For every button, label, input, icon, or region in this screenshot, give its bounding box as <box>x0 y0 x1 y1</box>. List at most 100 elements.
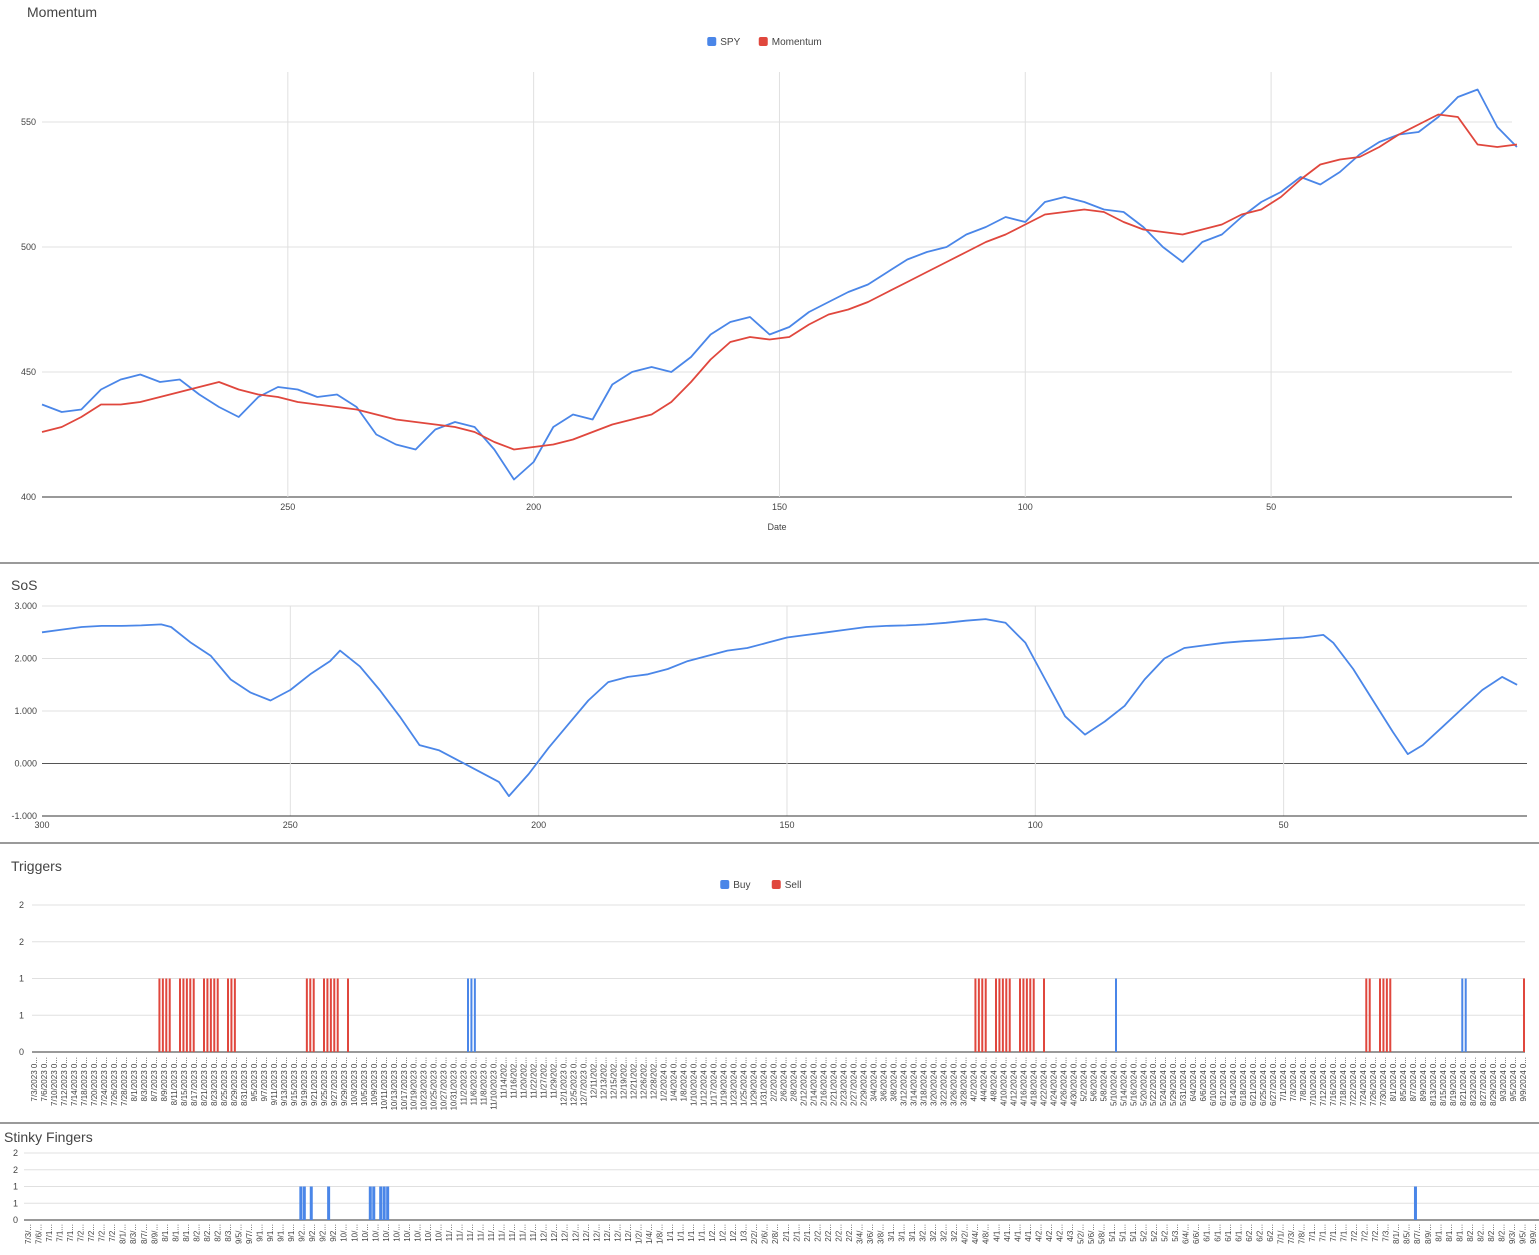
x-tick-label: 12/... <box>540 1224 549 1242</box>
x-tick-label: 11/29/202... <box>550 1057 559 1099</box>
x-tick-label: 2/16/2024 0... <box>820 1057 829 1106</box>
x-tick-label: 1/2... <box>719 1224 728 1242</box>
x-tick-label: 7/18/2024 0... <box>1339 1057 1348 1106</box>
trigger-bar-sell <box>329 978 332 1052</box>
x-tick-label: 10/19/2023 0... <box>410 1057 419 1110</box>
x-tick-label: 6/10/2024 0... <box>1209 1057 1218 1106</box>
x-tick-label: 6/1... <box>1213 1224 1222 1242</box>
x-tick-label: 8/1... <box>171 1224 180 1242</box>
x-tick-label: 7/26/2024 0... <box>1369 1057 1378 1106</box>
trigger-bar-sell <box>216 978 219 1052</box>
x-tick-label: 7/1... <box>1308 1224 1317 1242</box>
x-tick-label: 200 <box>526 502 541 512</box>
stinky-fingers-bar <box>368 1186 372 1220</box>
trigger-bar-sell <box>312 978 315 1052</box>
x-tick-label: 5/2... <box>1161 1224 1170 1242</box>
x-tick-label: 10/5/2023 0... <box>360 1057 369 1106</box>
x-tick-label: 1/1... <box>666 1224 675 1242</box>
x-tick-label: 1/23/2024 0... <box>730 1057 739 1106</box>
x-tick-label: 1/10/2024 0... <box>690 1057 699 1106</box>
x-tick-label: 6/14/2024 0... <box>1229 1057 1238 1106</box>
x-tick-label: 1/8/... <box>656 1224 665 1244</box>
x-tick-label: 7/6/2023 0... <box>40 1057 49 1101</box>
x-tick-label: 5/6/... <box>1087 1224 1096 1244</box>
x-tick-label: 4/16/2024 0... <box>1019 1057 1028 1106</box>
x-tick-label: 8/1... <box>1434 1224 1443 1242</box>
y-tick-label: 0 <box>13 1215 18 1225</box>
x-tick-label: 2/29/2024 0... <box>859 1057 868 1106</box>
x-tick-label: 10/... <box>424 1224 433 1242</box>
x-tick-label: 7/1... <box>66 1224 75 1242</box>
x-tick-label: 100 <box>1028 820 1043 830</box>
x-tick-label: 8/7/... <box>140 1224 149 1244</box>
stinky-fingers-bar <box>299 1186 303 1220</box>
panel-divider <box>0 562 1539 564</box>
x-tick-label: 8/15/2023 0... <box>180 1057 189 1106</box>
x-tick-label: 5/6/2024 0... <box>1089 1057 1098 1101</box>
x-tick-label: 9/2... <box>319 1224 328 1242</box>
x-tick-label: 8/5/... <box>1403 1224 1412 1244</box>
series-line-momentum <box>41 113 1518 451</box>
momentum-panel: Momentum 400 450 500 550 250 200 150 100 50 Date S… <box>0 0 1539 562</box>
trigger-bar-sell <box>323 978 325 1052</box>
x-tick-label: 2/2... <box>834 1224 843 1242</box>
x-tick-label: 12/11/202... <box>590 1057 599 1099</box>
x-tick-label: 8/1/... <box>119 1224 128 1244</box>
momentum-legend-swatch-0 <box>707 37 717 46</box>
y-tick-label: 550 <box>21 117 36 127</box>
x-tick-label: 7/1... <box>56 1224 65 1242</box>
x-tick-label: 3/8/... <box>877 1224 886 1244</box>
trigger-bar-sell <box>336 978 339 1052</box>
x-tick-label: 1/4/2024 0... <box>670 1057 679 1101</box>
y-tick-label: 2 <box>13 1148 18 1158</box>
y-tick-label: 1 <box>19 974 24 984</box>
x-tick-label: 8/1/2023 0... <box>130 1057 139 1101</box>
x-tick-label: 7/10/2023 0... <box>50 1057 59 1106</box>
stinky-fingers-bar <box>386 1186 390 1220</box>
x-tick-label: 8/2... <box>203 1224 212 1242</box>
x-tick-label: 8/2... <box>1466 1224 1475 1242</box>
trigger-bar-sell <box>209 978 212 1052</box>
trigger-bar-sell <box>1032 978 1035 1052</box>
x-tick-label: 4/2... <box>1034 1224 1043 1242</box>
x-tick-label: 8/15/2024 0... <box>1439 1057 1448 1106</box>
x-tick-label: 8/7/2024 0... <box>1409 1057 1418 1101</box>
x-tick-label: 4/10/2024 0... <box>999 1057 1008 1106</box>
x-tick-label: 10/... <box>340 1224 349 1242</box>
x-tick-label: 9/5/... <box>235 1224 244 1244</box>
x-tick-label: 9/15/2023 0... <box>290 1057 299 1106</box>
trigger-bar-sell <box>1005 978 1008 1052</box>
x-tick-label: 5/16/2024 0... <box>1129 1057 1138 1106</box>
x-tick-label: 7/2... <box>108 1224 117 1242</box>
x-tick-label: 11/... <box>445 1224 454 1241</box>
trigger-bar-buy <box>1464 978 1467 1052</box>
trigger-bar-sell <box>998 978 1001 1052</box>
x-tick-label: 4/12/2024 0... <box>1009 1057 1018 1106</box>
momentum-legend-label-1: Momentum <box>772 37 822 48</box>
x-tick-label: 2/1... <box>782 1224 791 1242</box>
y-tick-label: 2 <box>19 900 24 910</box>
x-tick-label: 8/3/2023 0... <box>140 1057 149 1101</box>
x-tick-label: 6/4/... <box>1182 1224 1191 1244</box>
triggers-panel: Triggers 0 1 1 2 2 7/3/2023 0... 7/6/2023 0...… <box>0 844 1539 1122</box>
x-tick-label: 2/23/2024 0... <box>840 1057 849 1106</box>
x-tick-label: 3/2... <box>919 1224 928 1242</box>
x-tick-label: 5/2... <box>1140 1224 1149 1242</box>
y-tick-label: 1 <box>19 1010 24 1020</box>
x-tick-label: 7/2... <box>1361 1224 1370 1242</box>
trigger-bar-sell <box>179 978 181 1052</box>
x-tick-label: 9/9/2024 0... <box>1519 1057 1528 1101</box>
x-tick-label: 6/1... <box>1203 1224 1212 1242</box>
x-tick-label: 9/1... <box>256 1224 265 1242</box>
x-tick-label: 11/20/202... <box>520 1057 529 1099</box>
x-tick-label: 1/19/2024 0... <box>720 1057 729 1106</box>
x-tick-label: 2/8/2024 0... <box>790 1057 799 1101</box>
x-tick-label: 8/2... <box>1497 1224 1506 1242</box>
x-tick-label: 1/1... <box>698 1224 707 1242</box>
y-tick-label: 0.000 <box>14 759 37 769</box>
x-tick-label: 10/... <box>392 1224 401 1242</box>
x-tick-label: 8/1... <box>161 1224 170 1242</box>
triggers-legend-label-0: Buy <box>733 880 750 891</box>
x-tick-label: 5/8/... <box>1098 1224 1107 1244</box>
trigger-bar-sell <box>165 978 168 1052</box>
